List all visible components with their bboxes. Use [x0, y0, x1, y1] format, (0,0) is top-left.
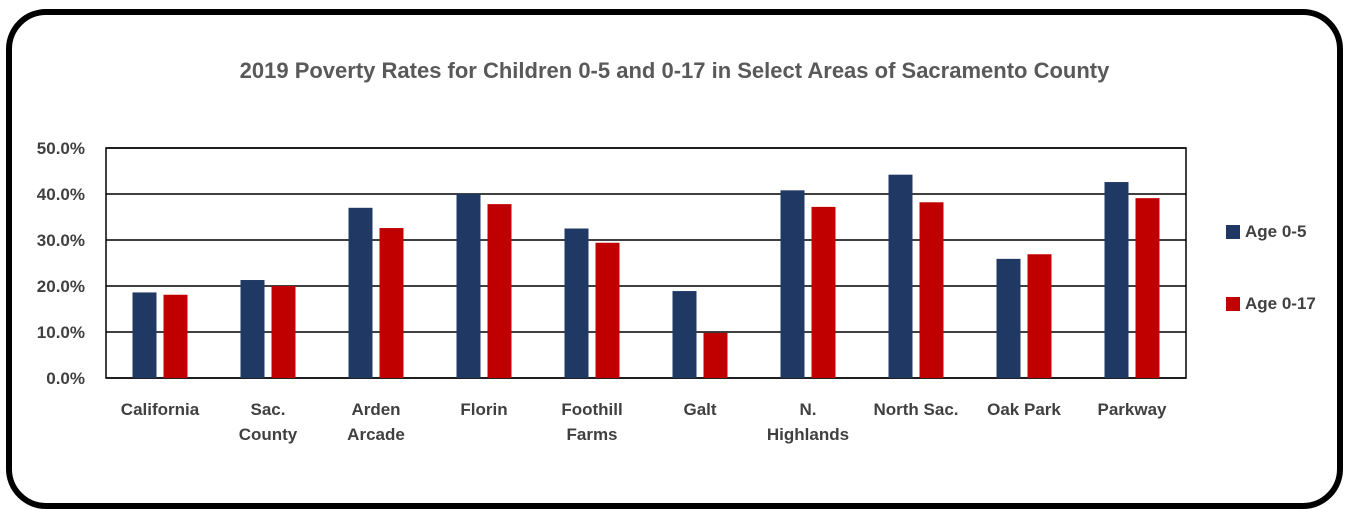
bar-age-0-5 — [240, 280, 265, 378]
bar-chart: 0.0% 10.0% 20.0% 30.0% 40.0% 50.0% California S… — [37, 139, 1187, 444]
x-category-label: Foothill Farms — [561, 400, 622, 444]
bar-age-0-17 — [271, 286, 296, 378]
y-tick-label: 50.0% — [37, 139, 85, 158]
bar-age-0-5 — [780, 190, 805, 378]
bar-age-0-5 — [456, 194, 481, 378]
x-category-label: Galt — [683, 400, 716, 419]
y-tick-label: 10.0% — [37, 323, 85, 342]
chart-title: 2019 Poverty Rates for Children 0-5 and … — [239, 58, 1110, 83]
legend-label: Age 0-5 — [1245, 222, 1307, 241]
bar-age-0-17 — [487, 204, 512, 378]
x-category-label: Arden Arcade — [347, 400, 405, 444]
plot-area — [105, 147, 1187, 379]
y-tick-label: 20.0% — [37, 277, 85, 296]
bar-age-0-5 — [888, 174, 913, 378]
bar-age-0-17 — [703, 332, 728, 378]
x-category-label: Florin — [460, 400, 507, 419]
x-category-label: North Sac. — [873, 400, 958, 419]
bar-age-0-17 — [811, 206, 836, 378]
bar-age-0-5 — [348, 207, 373, 378]
y-tick-label: 30.0% — [37, 231, 85, 250]
x-category-label: Parkway — [1098, 400, 1168, 419]
bar-age-0-5 — [1104, 182, 1129, 378]
legend: Age 0-5 Age 0-17 — [1226, 220, 1316, 364]
legend-label: Age 0-17 — [1245, 294, 1316, 313]
legend-swatch — [1226, 297, 1240, 311]
x-category-label: California — [121, 400, 200, 419]
bar-age-0-17 — [595, 242, 620, 378]
y-tick-label: 40.0% — [37, 185, 85, 204]
bar-age-0-5 — [564, 228, 589, 378]
bar-age-0-5 — [996, 258, 1021, 378]
bar-age-0-5 — [672, 291, 697, 378]
y-tick-label: 0.0% — [46, 369, 85, 388]
legend-item-age-0-5: Age 0-5 — [1226, 220, 1316, 244]
bar-age-0-5 — [132, 292, 157, 378]
x-category-label: N. Highlands — [767, 400, 849, 444]
bar-age-0-17 — [919, 202, 944, 378]
legend-swatch — [1226, 225, 1240, 239]
x-category-label: Sac. County — [239, 400, 298, 444]
bar-age-0-17 — [379, 228, 404, 378]
x-category-label: Oak Park — [987, 400, 1061, 419]
bar-age-0-17 — [1135, 198, 1160, 378]
bar-age-0-17 — [163, 294, 188, 378]
bar-age-0-17 — [1027, 254, 1052, 378]
legend-item-age-0-17: Age 0-17 — [1226, 292, 1316, 316]
